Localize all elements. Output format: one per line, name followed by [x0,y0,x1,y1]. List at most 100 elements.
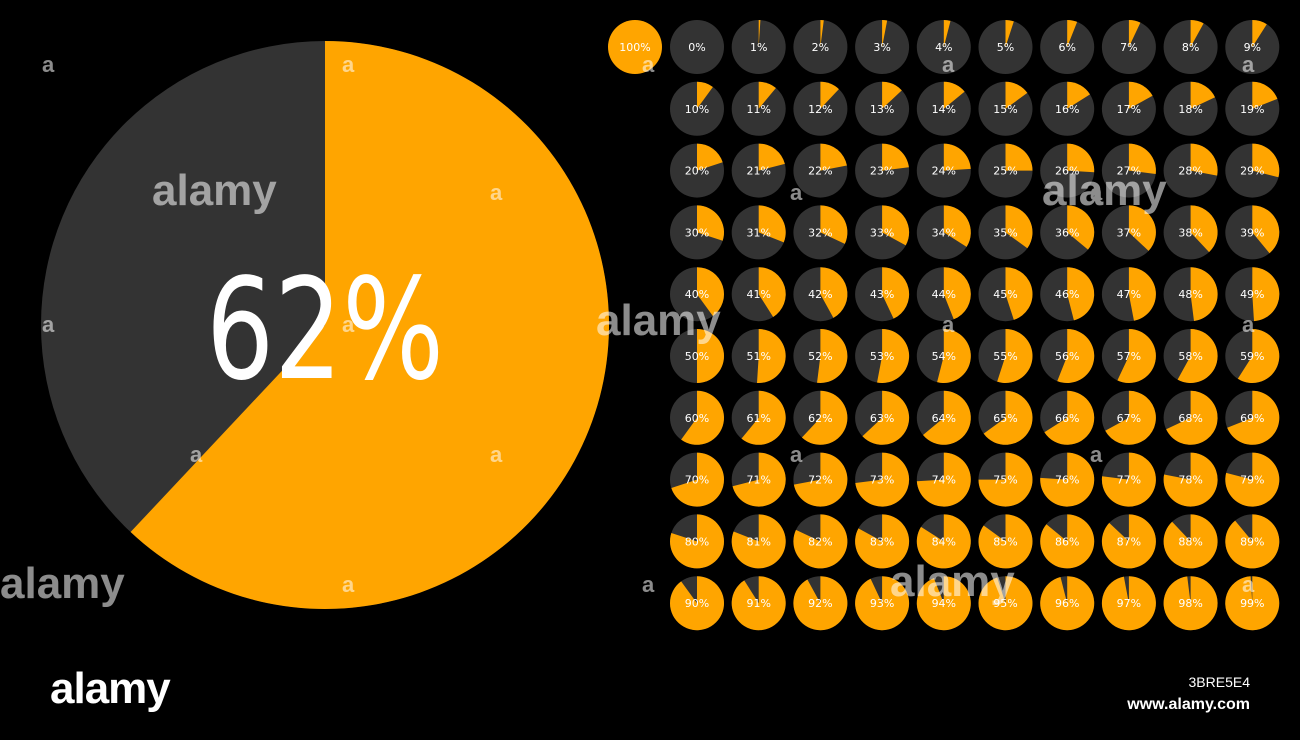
percent-pie-38: 38% [1163,205,1218,260]
percent-pie-85: 85% [978,514,1033,569]
pie-percent-label: 30% [685,226,709,239]
pie-fill [1128,205,1156,251]
percent-pie-0: 0% [670,20,724,74]
percent-pie-81: 81% [731,514,786,569]
full-indicator-label: 100% [619,41,650,54]
percent-pie-77: 77% [1101,452,1156,507]
pie-percent-label: 15% [993,103,1017,116]
pie-fill [978,514,1033,569]
pie-fill [697,143,723,171]
pie-fill [732,452,786,507]
pie-fill [1005,143,1033,171]
pie-percent-label: 80% [685,535,709,548]
pie-percent-label: 81% [746,535,770,548]
watermark-letter: a [190,442,203,467]
pie-fill [1105,390,1156,445]
pie-percent-label: 76% [1055,474,1079,487]
pie-percent-label: 3% [873,41,890,54]
pie-percent-label: 14% [932,103,956,116]
pie-fill [820,267,848,318]
pie-fill [1252,143,1280,178]
pie-fill [820,81,839,109]
watermark-letter: a [342,52,355,77]
pie-fill [1067,143,1095,173]
pie-fill [793,452,848,507]
percent-pie-86: 86% [1040,514,1095,569]
image-id: 3BRE5E4 [1188,674,1250,690]
pie-fill [1163,576,1218,631]
percent-pie-28: 28% [1163,143,1218,198]
pie-fill [855,576,910,631]
watermark-letter: a [342,572,355,597]
pie-percent-label: 21% [746,165,770,178]
pie-percent-label: 47% [1117,288,1141,301]
pie-percent-label: 27% [1117,165,1141,178]
percent-pie-36: 36% [1040,205,1095,260]
pie-fill [1190,81,1216,109]
hero-pie-chart: 62% [41,41,609,609]
percent-pie-17: 17% [1101,81,1156,136]
percent-pie-5: 5% [978,19,1033,74]
pie-percent-label: 19% [1240,103,1264,116]
percent-pie-74: 74% [916,452,971,507]
percent-pie-67: 67% [1101,390,1156,445]
pie-percent-label: 34% [932,226,956,239]
pie-percent-label: 65% [993,412,1017,425]
pie-fill [1177,329,1218,383]
pie-percent-label: 46% [1055,288,1079,301]
pie-percent-label: 82% [808,535,832,548]
pie-percent-label: 62% [808,412,832,425]
percent-pie-21: 21% [731,143,786,198]
percent-pie-62: 62% [793,390,848,445]
pie-fill [1040,452,1095,507]
pie-percent-label: 4% [935,41,952,54]
percent-pie-42: 42% [793,267,848,322]
pie-percent-label: 2% [812,41,829,54]
percent-pie-18: 18% [1163,81,1218,136]
percent-pie-14: 14% [916,81,971,136]
pie-fill [916,514,971,569]
pie-fill [1237,329,1280,383]
watermark-letter: a [942,52,955,77]
pie-percent-label: 50% [685,350,709,363]
pie-percent-label: 98% [1178,597,1202,610]
pie-percent-label: 9% [1244,41,1261,54]
pie-percent-label: 39% [1240,226,1264,239]
pie-percent-label: 74% [932,474,956,487]
percent-pie-90: 90% [670,576,725,631]
percent-pie-48: 48% [1163,267,1218,322]
watermark-letter: a [1242,572,1255,597]
full-indicator-circle [608,20,662,74]
percent-pie-93: 93% [855,576,910,631]
pie-percent-label: 35% [993,226,1017,239]
pie-percent-label: 12% [808,103,832,116]
percent-pie-71: 71% [731,452,786,507]
pie-fill [793,576,848,631]
pie-percent-label: 53% [870,350,894,363]
pie-fill [1190,205,1218,253]
pie-fill [758,19,761,47]
pie-percent-label: 52% [808,350,832,363]
pie-percent-label: 95% [993,597,1017,610]
percent-pie-83: 83% [855,514,910,569]
pie-fill [757,329,786,383]
pie-percent-label: 70% [685,474,709,487]
pie-percent-label: 11% [746,103,770,116]
pie-fill [1128,20,1141,47]
percent-pie-80: 80% [669,514,724,569]
percent-pie-2: 2% [793,19,848,74]
pie-percent-label: 37% [1117,226,1141,239]
pie-percent-label: 43% [870,288,894,301]
pie-fill [923,390,971,445]
percent-pie-1: 1% [731,19,786,74]
pie-percent-label: 94% [932,597,956,610]
pie-fill [820,205,848,244]
pie-fill [877,329,910,383]
pie-fill [1163,452,1218,507]
percent-pie-70: 70% [670,452,724,507]
hero-pie-fill [130,41,609,609]
pie-percent-label: 87% [1117,535,1141,548]
percent-pie-94: 94% [916,576,971,631]
percent-pie-23: 23% [855,143,910,198]
